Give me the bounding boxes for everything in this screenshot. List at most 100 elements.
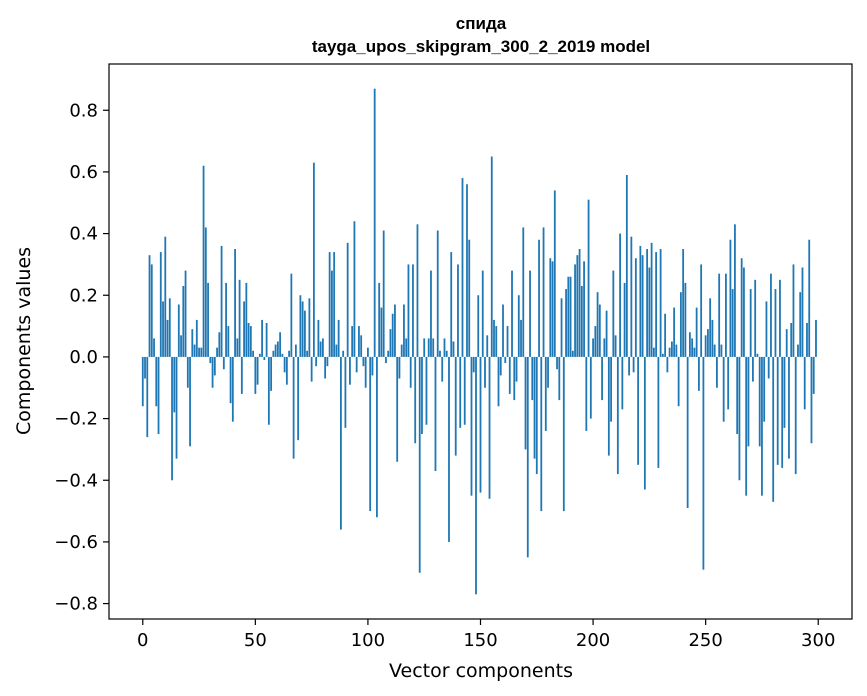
bar (511, 270, 513, 357)
bar (288, 350, 291, 357)
x-tick-label: 100 (351, 630, 385, 651)
bar (321, 338, 324, 357)
bar (794, 356, 797, 475)
y-tick-label: 0.8 (69, 100, 98, 121)
bar (729, 239, 732, 357)
bar (803, 356, 806, 410)
bar (484, 356, 486, 388)
bar (234, 249, 236, 357)
x-tick-label: 0 (137, 630, 148, 651)
bar (508, 356, 511, 394)
bar (155, 356, 158, 407)
bar (472, 356, 475, 373)
bar (504, 356, 507, 364)
bar (243, 301, 245, 357)
bar (164, 236, 167, 357)
bar (720, 344, 723, 357)
bar (227, 326, 230, 357)
bar (596, 292, 599, 357)
bar (319, 341, 322, 357)
bar (177, 304, 180, 357)
bar (648, 267, 651, 357)
bar (695, 307, 698, 357)
bar (396, 356, 399, 462)
bar (580, 286, 583, 357)
bar (150, 264, 153, 357)
bar (646, 249, 649, 357)
bar (495, 326, 498, 357)
bar (432, 338, 435, 357)
bar (632, 356, 635, 373)
bar (772, 356, 775, 502)
bar (274, 344, 277, 357)
bar (562, 356, 565, 512)
bar (810, 356, 813, 444)
bar (718, 273, 721, 357)
bar (218, 332, 221, 357)
bar (652, 347, 655, 357)
bar (252, 350, 254, 357)
bar (576, 255, 579, 357)
x-axis-ticks: 0 50 100 150 200 250 300 (137, 619, 835, 651)
bar (783, 356, 786, 428)
bar (200, 347, 203, 357)
bar (574, 264, 576, 357)
bar (421, 356, 423, 434)
bar (378, 282, 381, 357)
bar (376, 356, 378, 518)
bar (159, 252, 162, 357)
y-tick-label: 0.6 (69, 162, 98, 183)
bar (240, 356, 243, 394)
y-tick-label: −0.6 (54, 532, 98, 553)
bar (756, 353, 759, 357)
bar (785, 329, 788, 357)
bar (679, 292, 682, 357)
bar (211, 356, 214, 388)
bar (592, 338, 594, 357)
bar (340, 356, 342, 530)
bar (765, 301, 768, 357)
bar (781, 356, 784, 468)
bar (470, 356, 473, 496)
bar (222, 356, 225, 370)
bar (734, 224, 736, 357)
bar (238, 279, 241, 357)
bar (661, 353, 664, 357)
bar (400, 344, 403, 357)
bar (202, 165, 205, 357)
bar (414, 356, 417, 444)
bar (450, 252, 453, 357)
bar (297, 356, 300, 441)
bar (475, 356, 477, 595)
bar (549, 258, 552, 357)
bar (371, 356, 374, 376)
bar (571, 350, 574, 357)
bar (812, 356, 815, 394)
bar (788, 356, 790, 459)
bar (434, 356, 437, 471)
bar (479, 356, 482, 493)
bar (369, 356, 372, 512)
bar (486, 335, 489, 357)
bar (394, 304, 396, 357)
bar (639, 245, 642, 357)
bar (382, 230, 385, 357)
bar (335, 344, 338, 357)
bar (603, 338, 606, 357)
bar (346, 242, 349, 357)
bar (808, 239, 811, 357)
bar (231, 356, 234, 422)
bar (713, 344, 716, 357)
bar (490, 156, 493, 357)
bar (668, 347, 671, 357)
chart-subtitle: tayga_upos_skipgram_300_2_2019 model (312, 37, 650, 56)
bar (704, 335, 707, 357)
bar (193, 344, 196, 357)
bar (162, 301, 164, 357)
bar (331, 270, 333, 357)
y-tick-label: −0.8 (54, 594, 98, 615)
bar (229, 356, 232, 404)
bar (529, 270, 531, 357)
bar (367, 347, 369, 357)
bar (607, 356, 610, 456)
